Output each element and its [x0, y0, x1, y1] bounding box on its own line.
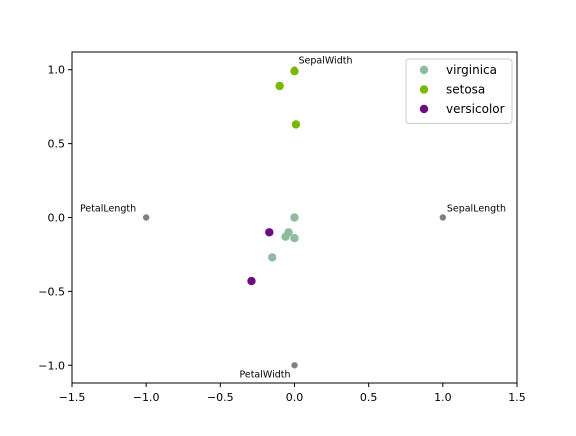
anchor-point — [142, 214, 150, 221]
legend-marker — [419, 104, 429, 114]
legend-label: virginica — [446, 63, 497, 77]
x-tick-label: −1.5 — [59, 391, 86, 404]
y-tick-label: 0.0 — [48, 212, 66, 225]
legend-label: setosa — [446, 83, 485, 97]
legend-marker — [419, 85, 429, 94]
data-point-virginica — [290, 213, 299, 222]
anchor-label: SepalLength — [447, 204, 506, 215]
y-tick-label: 0.5 — [48, 138, 66, 151]
anchor-label: PetalLength — [80, 204, 136, 215]
plot-marks: SepalLength SepalWidth PetalLength PetalWid… — [80, 56, 506, 381]
data-point-setosa — [275, 81, 284, 91]
x-axis: −1.5 −1.0 −0.5 0.0 0.5 1.0 1.5 — [59, 383, 526, 404]
x-tick-label: 0.0 — [286, 391, 304, 404]
legend-label: versicolor — [446, 102, 505, 116]
data-point-versicolor — [265, 228, 274, 237]
legend: virginica setosa versicolor — [405, 58, 513, 124]
y-tick-label: −1.0 — [38, 359, 65, 372]
anchor-point — [291, 362, 298, 369]
anchor-point — [439, 214, 447, 221]
data-point-virginica — [290, 233, 299, 243]
x-tick-label: 0.5 — [360, 391, 378, 404]
anchor-label: PetalWidth — [239, 369, 290, 380]
data-point-setosa — [291, 120, 301, 129]
data-point-versicolor — [247, 276, 256, 286]
anchor-label: SepalWidth — [299, 56, 353, 67]
y-tick-label: 1.0 — [48, 64, 66, 77]
legend-box — [405, 58, 513, 124]
legend-marker — [419, 65, 429, 75]
data-point-virginica — [281, 232, 290, 241]
x-tick-label: −0.5 — [207, 391, 234, 404]
x-tick-label: 1.5 — [508, 391, 526, 404]
y-axis: −1.0 −0.5 0.0 0.5 1.0 — [38, 64, 72, 372]
x-tick-label: −1.0 — [133, 391, 160, 404]
data-point-virginica — [268, 253, 277, 262]
x-tick-label: 1.0 — [434, 391, 452, 404]
y-tick-label: −0.5 — [38, 285, 65, 298]
data-point-setosa — [290, 67, 299, 76]
